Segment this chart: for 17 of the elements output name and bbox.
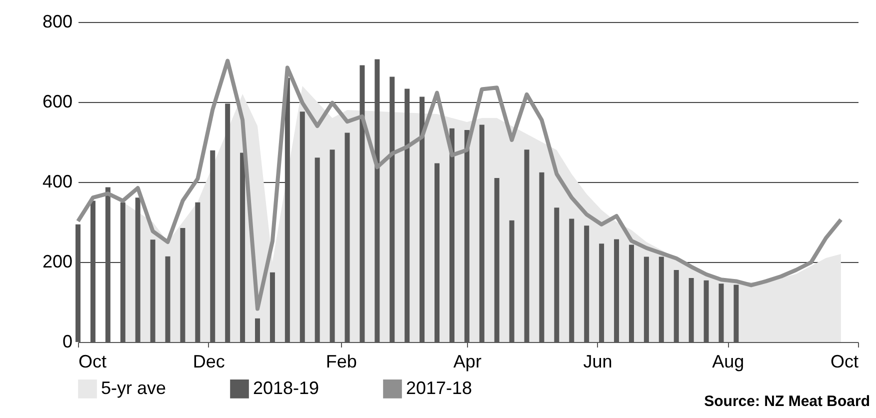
- line-series: [76, 58, 843, 311]
- y-tick-label: 800: [42, 12, 72, 32]
- x-tick-label: Feb: [326, 352, 357, 372]
- x-tick-label: Apr: [453, 352, 482, 372]
- y-tick-label: 200: [42, 252, 72, 272]
- x-tick-label: Oct: [78, 352, 107, 372]
- y-tick-label: 0: [62, 332, 72, 352]
- legend-label: 2018-19: [253, 378, 320, 398]
- x-tick-label: Aug: [712, 352, 744, 372]
- legend-label: 5-yr ave: [101, 378, 166, 398]
- y-tick-label: 600: [42, 92, 72, 112]
- legend-label: 2017-18: [406, 378, 472, 398]
- x-tick-label: Oct: [830, 352, 858, 372]
- y-tick-label: 400: [42, 172, 72, 192]
- x-tick-label: Jun: [583, 352, 612, 372]
- source-note: Source: NZ Meat Board: [704, 393, 870, 410]
- x-tick-label: Dec: [192, 352, 225, 372]
